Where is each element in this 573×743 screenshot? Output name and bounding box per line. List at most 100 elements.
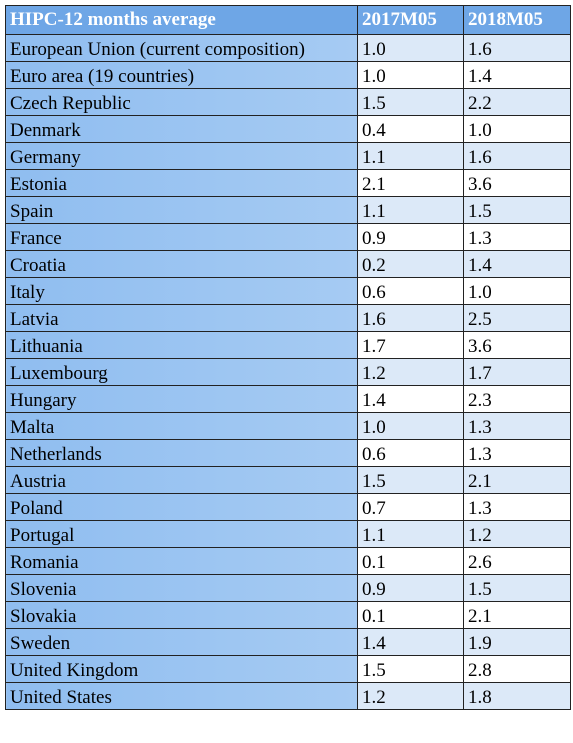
value-cell: 2.1 [463,466,571,494]
table-row: United Kingdom 1.5 2.8 [5,655,571,683]
value-cell: 1.3 [463,412,571,440]
value-cell: 1.2 [357,682,464,710]
country-cell: United States [5,682,358,710]
value-cell: 1.7 [463,358,571,386]
country-cell: Hungary [5,385,358,413]
country-cell: Germany [5,142,358,170]
table-row: Sweden 1.4 1.9 [5,628,571,656]
value-cell: 1.4 [357,628,464,656]
table-row: Lithuania 1.7 3.6 [5,331,571,359]
country-cell: Austria [5,466,358,494]
value-cell: 0.2 [357,250,464,278]
table-row: Slovenia 0.9 1.5 [5,574,571,602]
table-row: Euro area (19 countries) 1.0 1.4 [5,61,571,89]
country-cell: Luxembourg [5,358,358,386]
value-cell: 2.8 [463,655,571,683]
value-cell: 2.1 [357,169,464,197]
value-cell: 0.1 [357,601,464,629]
country-cell: Malta [5,412,358,440]
value-cell: 1.0 [357,412,464,440]
country-cell: France [5,223,358,251]
country-cell: Netherlands [5,439,358,467]
country-cell: Italy [5,277,358,305]
table-row: Malta 1.0 1.3 [5,412,571,440]
country-cell: Estonia [5,169,358,197]
value-cell: 1.9 [463,628,571,656]
value-cell: 1.3 [463,493,571,521]
value-cell: 1.1 [357,142,464,170]
header-cell: HIPC-12 months average [5,5,358,35]
value-cell: 1.4 [463,250,571,278]
table-row: European Union (current composition) 1.0 1… [5,34,571,62]
country-cell: Lithuania [5,331,358,359]
value-cell: 1.0 [357,61,464,89]
value-cell: 0.7 [357,493,464,521]
header-cell: 2017M05 [357,5,464,35]
value-cell: 3.6 [463,331,571,359]
country-cell: Latvia [5,304,358,332]
table-row: Luxembourg 1.2 1.7 [5,358,571,386]
table-row: Latvia 1.6 2.5 [5,304,571,332]
country-cell: European Union (current composition) [5,34,358,62]
country-cell: Denmark [5,115,358,143]
country-cell: Poland [5,493,358,521]
table-row: Hungary 1.4 2.3 [5,385,571,413]
value-cell: 1.3 [463,223,571,251]
country-cell: Spain [5,196,358,224]
hicp-table: HIPC-12 months average 2017M05 2018M05 Eur… [5,5,571,710]
country-cell: Euro area (19 countries) [5,61,358,89]
value-cell: 1.2 [463,520,571,548]
country-cell: United Kingdom [5,655,358,683]
value-cell: 1.5 [463,574,571,602]
table-row: Czech Republic 1.5 2.2 [5,88,571,116]
value-cell: 1.6 [463,34,571,62]
table-row: Italy 0.6 1.0 [5,277,571,305]
table-row: Spain 1.1 1.5 [5,196,571,224]
value-cell: 1.6 [463,142,571,170]
value-cell: 1.3 [463,439,571,467]
value-cell: 0.6 [357,439,464,467]
value-cell: 2.2 [463,88,571,116]
value-cell: 0.9 [357,574,464,602]
value-cell: 0.9 [357,223,464,251]
value-cell: 2.5 [463,304,571,332]
value-cell: 1.1 [357,196,464,224]
value-cell: 1.5 [357,466,464,494]
value-cell: 0.6 [357,277,464,305]
country-cell: Sweden [5,628,358,656]
value-cell: 2.6 [463,547,571,575]
value-cell: 2.1 [463,601,571,629]
header-cell: 2018M05 [463,5,571,35]
country-cell: Portugal [5,520,358,548]
table-row: Denmark 0.4 1.0 [5,115,571,143]
table-row: United States 1.2 1.8 [5,682,571,710]
value-cell: 1.4 [463,61,571,89]
country-cell: Croatia [5,250,358,278]
table-row: Portugal 1.1 1.2 [5,520,571,548]
value-cell: 3.6 [463,169,571,197]
value-cell: 1.0 [463,277,571,305]
value-cell: 0.1 [357,547,464,575]
value-cell: 1.6 [357,304,464,332]
country-cell: Slovenia [5,574,358,602]
value-cell: 0.4 [357,115,464,143]
table-body: European Union (current composition) 1.0 1… [5,34,571,710]
country-cell: Romania [5,547,358,575]
value-cell: 1.1 [357,520,464,548]
value-cell: 1.0 [357,34,464,62]
value-cell: 1.2 [357,358,464,386]
table-row: Netherlands 0.6 1.3 [5,439,571,467]
value-cell: 1.5 [357,655,464,683]
table-row: Austria 1.5 2.1 [5,466,571,494]
value-cell: 1.4 [357,385,464,413]
table-row: Germany 1.1 1.6 [5,142,571,170]
table-row: Croatia 0.2 1.4 [5,250,571,278]
table-row: Estonia 2.1 3.6 [5,169,571,197]
value-cell: 2.3 [463,385,571,413]
value-cell: 1.5 [357,88,464,116]
value-cell: 1.8 [463,682,571,710]
value-cell: 1.5 [463,196,571,224]
table-row: Slovakia 0.1 2.1 [5,601,571,629]
table-row: Poland 0.7 1.3 [5,493,571,521]
